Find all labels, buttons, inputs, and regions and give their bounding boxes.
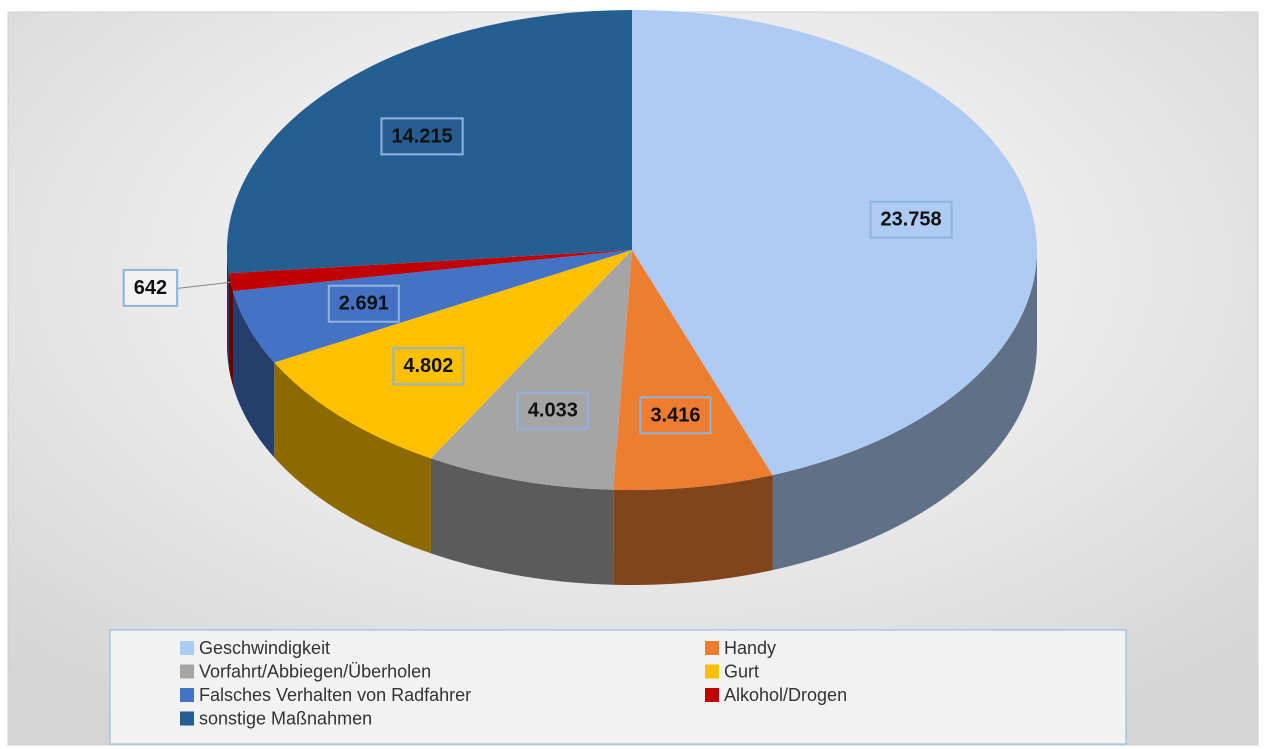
slice-side bbox=[232, 291, 275, 458]
slice-side bbox=[613, 475, 773, 585]
data-label-box bbox=[122, 268, 179, 307]
data-label-box bbox=[516, 391, 589, 430]
legend-swatch bbox=[705, 688, 719, 702]
leader-line bbox=[175, 281, 231, 290]
legend-label: Alkohol/Drogen bbox=[724, 685, 847, 705]
legend-swatch bbox=[705, 664, 719, 679]
legend-label: Geschwindigkeit bbox=[199, 638, 330, 658]
slice-side bbox=[274, 362, 431, 554]
legend-label: Gurt bbox=[724, 661, 759, 681]
legend-label: Falsches Verhalten von Radfahrer bbox=[199, 685, 471, 705]
data-label: 23.758 bbox=[880, 209, 941, 231]
legend-label: Vorfahrt/Abbiegen/Überholen bbox=[199, 661, 431, 681]
slice bbox=[232, 250, 633, 363]
data-label: 4.802 bbox=[403, 355, 453, 377]
data-label: 642 bbox=[134, 277, 167, 299]
legend-swatch bbox=[180, 664, 194, 679]
data-label-box bbox=[327, 284, 400, 323]
slice-side bbox=[430, 458, 614, 585]
legend-swatch bbox=[705, 641, 719, 655]
legend-swatch bbox=[180, 688, 194, 702]
data-label-box bbox=[869, 200, 953, 239]
legend-box bbox=[109, 629, 1127, 745]
data-label-box bbox=[380, 117, 464, 156]
slice-side bbox=[227, 250, 229, 369]
slice bbox=[228, 250, 633, 292]
data-label-box bbox=[392, 347, 465, 386]
data-label-box bbox=[639, 396, 712, 435]
slice-side bbox=[772, 250, 1037, 571]
data-label: 2.691 bbox=[339, 293, 389, 315]
slice bbox=[430, 250, 632, 490]
slice bbox=[632, 9, 1038, 476]
data-label: 4.033 bbox=[528, 400, 578, 422]
slice-side bbox=[228, 273, 233, 387]
legend-swatch bbox=[180, 711, 194, 726]
legend-label: sonstige Maßnahmen bbox=[199, 708, 372, 728]
data-label: 14.215 bbox=[391, 125, 452, 147]
legend-label: Handy bbox=[724, 638, 776, 658]
legend-swatch bbox=[180, 641, 194, 655]
data-label: 3.416 bbox=[650, 404, 700, 426]
